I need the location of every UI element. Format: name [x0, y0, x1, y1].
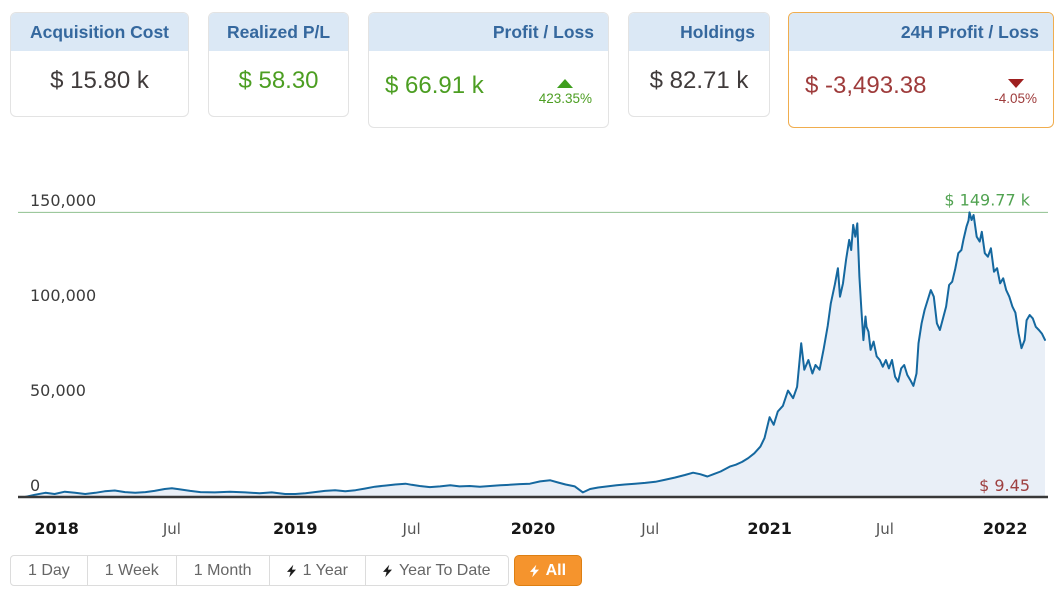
x-tick-label: 2020	[511, 519, 556, 538]
portfolio-chart[interactable]: $ 149.77 k $ 9.45 0 50,000 100,000 150,000 201…	[0, 180, 1062, 560]
y-tick-label: 100,000	[30, 286, 96, 305]
card-24h-profit-loss: 24H Profit / Loss $ -3,493.38 -4.05%	[788, 12, 1054, 128]
portfolio-area	[25, 212, 1045, 497]
card-title: 24H Profit / Loss	[789, 13, 1053, 51]
x-tick-label: Jul	[402, 520, 421, 538]
range-button-label: 1 Day	[28, 561, 70, 579]
time-range-selector: 1 Day 1 Week 1 Month 1 Year Year To Date…	[10, 555, 583, 586]
card-acquisition-cost: Acquisition Cost $ 15.80 k	[10, 12, 189, 117]
range-button-label: 1 Year	[302, 561, 348, 579]
card-title: Holdings	[629, 13, 769, 51]
x-tick-label: 2021	[747, 519, 792, 538]
range-1-week-button[interactable]: 1 Week	[86, 555, 177, 586]
range-1-month-button[interactable]: 1 Month	[175, 555, 270, 586]
card-value: $ 58.30	[238, 67, 319, 94]
x-tick-label: Jul	[162, 520, 181, 538]
card-value: $ 15.80 k	[50, 67, 149, 94]
range-button-label: 1 Month	[193, 561, 252, 579]
down-arrow-icon	[1007, 79, 1024, 88]
bolt-icon	[286, 564, 296, 578]
min-value-label: $ 9.45	[979, 476, 1030, 495]
y-tick-label: 0	[30, 476, 40, 495]
range-1-year-button[interactable]: 1 Year	[268, 555, 366, 586]
x-tick-label: Jul	[875, 520, 894, 538]
card-value: $ -3,493.38	[805, 72, 927, 100]
range-button-label: Year To Date	[398, 561, 491, 579]
range-button-label: All	[545, 561, 567, 579]
range-all-button[interactable]: All	[513, 555, 583, 586]
card-holdings: Holdings $ 82.71 k	[628, 12, 770, 117]
card-value: $ 82.71 k	[649, 67, 749, 94]
change-percent: -4.05%	[994, 91, 1037, 106]
range-year-to-date-button[interactable]: Year To Date	[364, 555, 509, 586]
bolt-icon	[529, 564, 539, 578]
portfolio-line	[24, 211, 1046, 498]
card-realized-pl: Realized P/L $ 58.30	[208, 12, 349, 117]
card-title: Acquisition Cost	[11, 13, 188, 51]
x-tick-label: 2018	[34, 519, 79, 538]
y-tick-label: 50,000	[30, 381, 86, 400]
card-value: $ 66.91 k	[385, 72, 484, 100]
range-1-day-button[interactable]: 1 Day	[10, 555, 88, 586]
change-indicator: -4.05%	[994, 79, 1037, 106]
x-tick-label: 2022	[983, 519, 1028, 538]
up-arrow-icon	[557, 79, 574, 88]
card-title: Profit / Loss	[369, 13, 608, 51]
change-percent: 423.35%	[538, 91, 592, 106]
y-tick-label: 150,000	[30, 191, 96, 210]
change-indicator: 423.35%	[539, 79, 592, 106]
x-tick-label: 2019	[273, 519, 318, 538]
card-title: Realized P/L	[209, 13, 348, 51]
card-profit-loss: Profit / Loss $ 66.91 k 423.35%	[368, 12, 609, 128]
max-value-label: $ 149.77 k	[944, 190, 1030, 209]
x-tick-label: Jul	[640, 520, 659, 538]
range-button-label: 1 Week	[104, 561, 159, 579]
bolt-icon	[382, 564, 392, 578]
